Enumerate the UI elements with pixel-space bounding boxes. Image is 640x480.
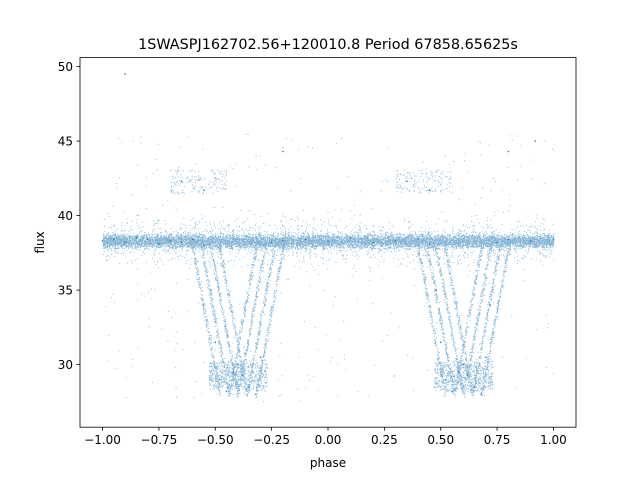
data-point: [458, 371, 460, 373]
data-point: [264, 304, 266, 306]
data-point: [124, 73, 126, 75]
data-point: [146, 238, 149, 241]
data-point: [214, 341, 217, 344]
chart-title: 1SWASPJ162702.56+120010.8 Period 67858.6…: [138, 37, 518, 53]
data-point: [406, 180, 408, 183]
data-point: [451, 390, 453, 393]
points-layer: [101, 73, 555, 403]
data-point: [210, 289, 212, 291]
x-tick-label: 0.50: [427, 433, 454, 447]
y-tick-label: 50: [58, 60, 73, 74]
y-tick-label: 40: [58, 209, 73, 223]
data-point: [203, 189, 205, 191]
data-point: [232, 371, 235, 373]
data-point: [349, 237, 352, 239]
data-point: [248, 386, 250, 388]
data-point: [282, 150, 284, 153]
data-point: [439, 341, 442, 344]
x-tick-label: 0.75: [484, 433, 511, 447]
data-point: [496, 241, 498, 244]
data-point: [282, 240, 284, 242]
x-tick-label: 0.25: [371, 433, 398, 447]
x-tick-label: 0.00: [315, 433, 342, 447]
data-point: [428, 189, 431, 191]
data-point: [113, 238, 115, 241]
data-point: [304, 238, 307, 241]
data-point: [191, 238, 194, 241]
data-point: [534, 140, 537, 142]
data-point: [507, 238, 510, 241]
data-point: [327, 240, 329, 242]
data-point: [237, 363, 239, 366]
data-point: [203, 244, 205, 247]
data-point: [241, 374, 244, 376]
data-point: [428, 243, 431, 245]
data-point: [169, 240, 171, 242]
y-tick-label: 35: [58, 283, 73, 297]
data-point: [270, 241, 273, 244]
data-point: [259, 356, 262, 359]
data-point: [372, 241, 374, 244]
data-point: [530, 240, 532, 242]
data-point: [489, 304, 492, 306]
data-point: [435, 289, 438, 291]
data-point: [135, 237, 138, 239]
x-tick-label: −1.00: [84, 433, 121, 447]
x-tick-label: −0.50: [197, 433, 234, 447]
data-point: [255, 393, 257, 396]
data-point: [158, 243, 160, 245]
data-point: [467, 374, 469, 376]
data-point: [473, 386, 476, 388]
x-tick-label: −0.25: [253, 433, 290, 447]
data-point: [480, 393, 483, 396]
x-tick-label: 1.00: [540, 433, 567, 447]
data-point: [552, 238, 555, 241]
data-point: [101, 240, 104, 242]
x-tick-label: −0.75: [141, 433, 178, 447]
x-axis-label: phase: [310, 456, 346, 470]
data-point: [462, 363, 465, 366]
data-point: [444, 378, 447, 381]
data-point: [180, 241, 183, 244]
y-axis: 30 35 40 45 50: [58, 60, 80, 372]
data-point: [394, 240, 397, 242]
data-point: [219, 378, 221, 381]
data-point: [417, 238, 420, 241]
x-axis: −1.00 −0.75 −0.50 −0.25 0.00 0.25 0.50 0.75 1.00: [84, 427, 567, 447]
data-point: [124, 241, 126, 244]
y-axis-label: flux: [33, 231, 47, 253]
data-point: [180, 180, 183, 183]
data-point: [507, 150, 510, 153]
y-tick-label: 45: [58, 134, 73, 148]
data-point: [485, 356, 487, 359]
data-point: [225, 390, 228, 393]
y-tick-label: 30: [58, 358, 73, 372]
